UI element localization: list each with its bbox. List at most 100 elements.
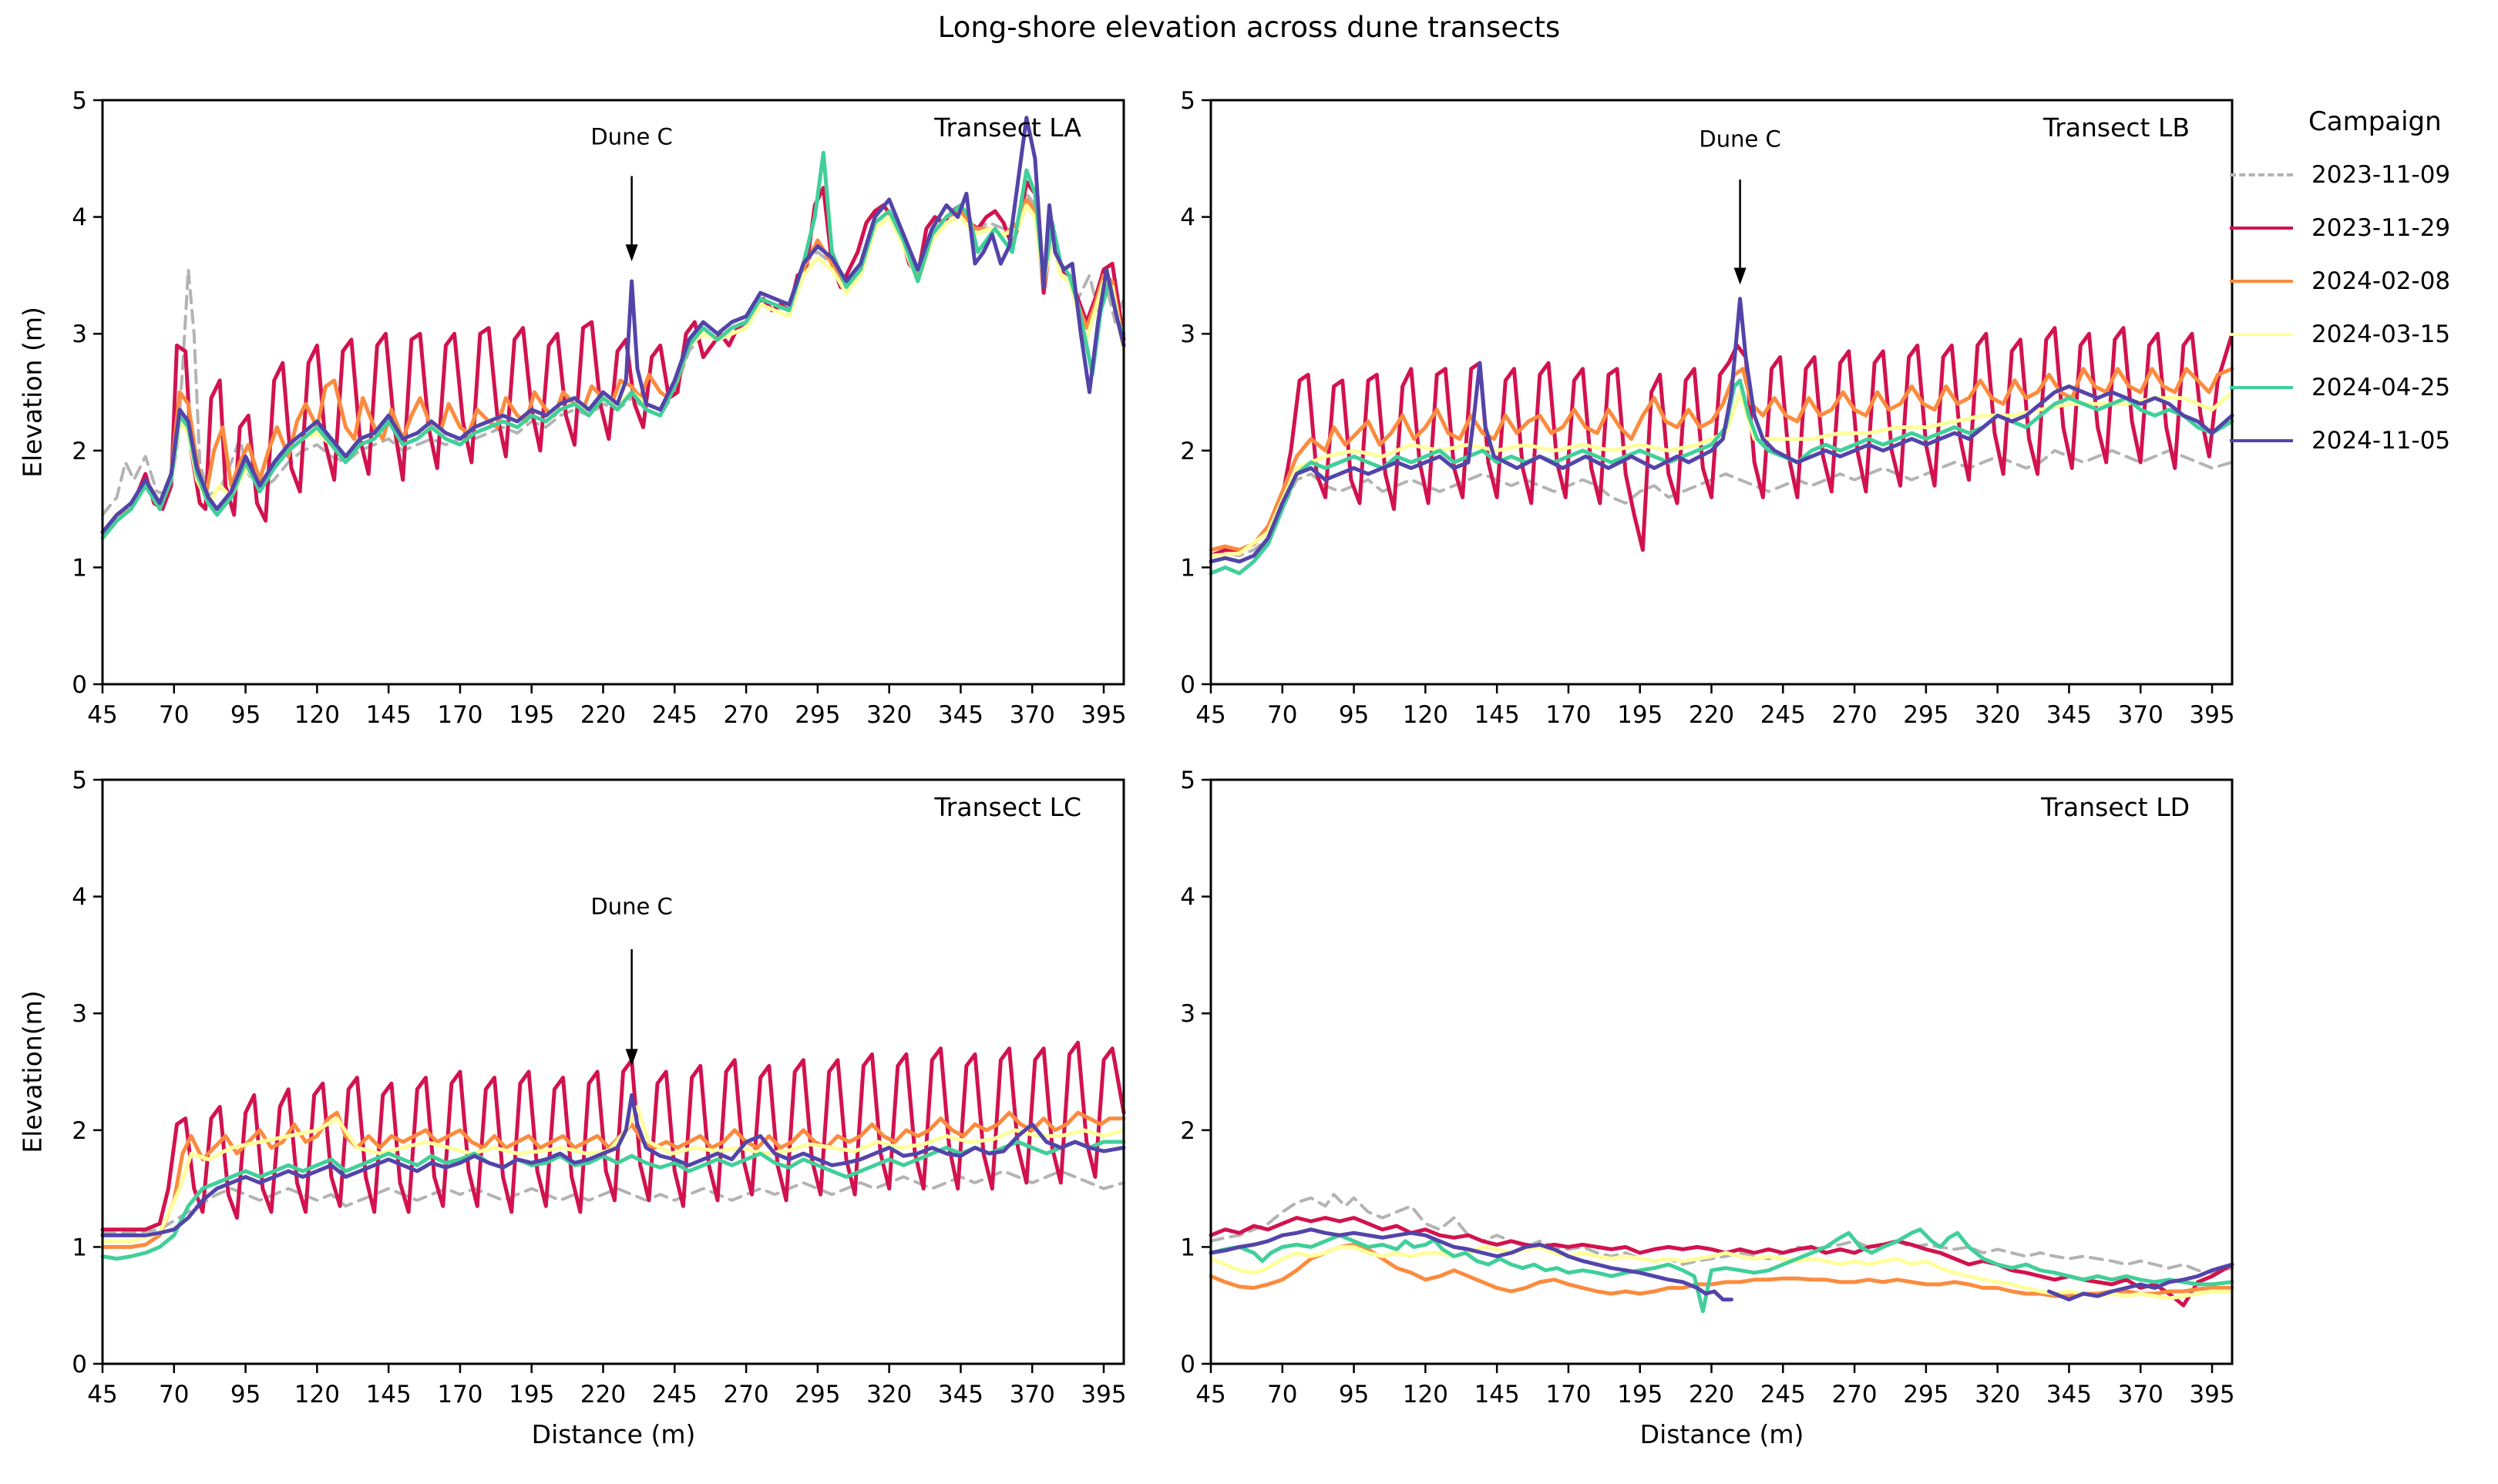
y-tick-label: 2	[1180, 1117, 1195, 1145]
legend: Campaign 2023-11-09 2023-11-29 2024-02-0…	[2230, 106, 2450, 467]
annotation-arrowhead	[625, 244, 638, 262]
legend-line-swatch	[2230, 332, 2293, 336]
y-tick-label: 1	[1180, 554, 1195, 582]
y-tick-label: 1	[1180, 1234, 1195, 1261]
panel-title-transect-lb: Transect LB	[2042, 112, 2190, 143]
panel-spines-LD	[1209, 778, 2234, 1365]
annotation-arrowhead	[1733, 267, 1747, 285]
legend-item: 2024-02-08	[2230, 254, 2450, 307]
y-tick-label: 1	[72, 1234, 87, 1261]
y-tick-label: 0	[72, 671, 87, 699]
x-tick-label: 120	[1403, 701, 1448, 729]
x-tick-label: 345	[2046, 701, 2092, 729]
panel-spines-LA	[101, 99, 1125, 686]
y-tick-label: 3	[72, 1000, 87, 1028]
x-tick-label: 320	[866, 701, 912, 729]
x-tick-label: 370	[2118, 701, 2163, 729]
x-tick-label: 195	[509, 1381, 554, 1408]
x-tick-label: 95	[230, 1381, 261, 1408]
x-tick-label: 45	[1195, 701, 1225, 729]
annotation-arrowhead	[625, 1049, 638, 1066]
y-tick-label: 1	[72, 554, 87, 582]
legend-line-swatch	[2230, 279, 2293, 283]
series-line-2024-11-05-LD	[1209, 1227, 2234, 1302]
series-line-2023-11-29-LC	[100, 1040, 1126, 1232]
y-tick-label: 5	[1180, 767, 1195, 794]
y-tick-label: 4	[1180, 204, 1195, 232]
x-tick-label: 220	[580, 1381, 626, 1408]
x-axis-label-lc: Distance (m)	[531, 1419, 696, 1449]
x-tick-label: 345	[938, 701, 983, 729]
x-tick-label: 320	[1975, 1381, 2020, 1408]
x-tick-label: 70	[1267, 701, 1297, 729]
y-axis-label-la: Elevation (m)	[17, 307, 48, 478]
legend-item-label: 2024-11-05	[2311, 426, 2451, 455]
x-tick-label: 95	[1339, 701, 1369, 729]
y-tick-label: 4	[72, 884, 87, 912]
x-tick-label: 70	[1267, 1381, 1297, 1408]
series-line-2023-11-09-LA	[101, 192, 1125, 517]
x-axis-label-ld: Distance (m)	[1639, 1419, 1804, 1449]
series-line-2024-04-25-LA	[100, 150, 1126, 540]
series-line-2024-04-25-LC	[100, 1140, 1126, 1261]
legend-item: 2024-03-15	[2230, 307, 2450, 361]
series-line-2023-11-29-LB	[1209, 326, 2234, 558]
legend-item-label: 2024-04-25	[2311, 373, 2451, 401]
y-tick-label: 5	[1180, 87, 1195, 115]
legend-item-label: 2024-03-15	[2311, 320, 2451, 348]
x-tick-label: 120	[1403, 1381, 1448, 1408]
series-line-2023-11-09-LB	[1209, 448, 2234, 558]
x-tick-label: 195	[1617, 1381, 1663, 1408]
legend-item-label: 2023-11-09	[2311, 160, 2451, 189]
series-line-2024-03-15-LD	[1209, 1244, 2234, 1301]
panel-title-transect-la: Transect LA	[934, 112, 1081, 143]
annotation-dune-c: Dune C	[1699, 126, 1780, 153]
figure-title: Long-shore elevation across dune transec…	[937, 11, 1561, 44]
x-tick-label: 70	[159, 1381, 189, 1408]
y-tick-label: 0	[1180, 1351, 1195, 1378]
legend-item: 2024-11-05	[2230, 414, 2450, 467]
x-tick-label: 395	[2189, 1381, 2234, 1408]
x-tick-label: 270	[723, 701, 768, 729]
legend-item: 2023-11-29	[2230, 201, 2450, 254]
series-line-2024-11-05-LC	[100, 1093, 1126, 1237]
x-tick-label: 220	[580, 701, 626, 729]
x-tick-label: 45	[87, 1381, 117, 1408]
x-tick-label: 245	[652, 1381, 698, 1408]
legend-line-swatch	[2230, 226, 2293, 230]
x-tick-label: 170	[1545, 1381, 1591, 1408]
x-tick-label: 145	[366, 701, 412, 729]
x-tick-label: 370	[1010, 701, 1055, 729]
series-line-2024-11-05-LA	[100, 116, 1126, 535]
x-tick-label: 195	[509, 701, 554, 729]
x-tick-label: 245	[1760, 1381, 1806, 1408]
annotation-dune-c: Dune C	[590, 124, 672, 150]
legend-item-label: 2023-11-29	[2311, 213, 2451, 242]
x-tick-label: 320	[866, 1381, 912, 1408]
x-tick-label: 370	[2118, 1381, 2163, 1408]
legend-item: 2023-11-09	[2230, 148, 2450, 201]
panel-spines-LC	[101, 778, 1125, 1365]
x-tick-label: 345	[938, 1381, 983, 1408]
series-line-2024-03-15-LB	[1209, 390, 2234, 558]
y-tick-label: 2	[72, 1117, 87, 1145]
x-tick-label: 295	[795, 701, 840, 729]
x-tick-label: 95	[230, 701, 261, 729]
y-tick-label: 2	[1180, 438, 1195, 465]
x-tick-label: 295	[795, 1381, 840, 1408]
legend-line-swatch	[2230, 385, 2293, 389]
x-tick-label: 295	[1903, 701, 1948, 729]
x-tick-label: 245	[1760, 701, 1806, 729]
y-tick-label: 3	[72, 321, 87, 348]
legend-item: 2024-04-25	[2230, 361, 2450, 414]
legend-line-swatch-dashed	[2230, 173, 2293, 176]
x-tick-label: 245	[652, 701, 698, 729]
x-tick-label: 70	[159, 701, 189, 729]
x-tick-label: 320	[1975, 701, 2020, 729]
x-tick-label: 120	[294, 701, 340, 729]
x-tick-label: 220	[1689, 1381, 1734, 1408]
x-tick-label: 95	[1339, 1381, 1369, 1408]
y-tick-label: 5	[72, 87, 87, 115]
